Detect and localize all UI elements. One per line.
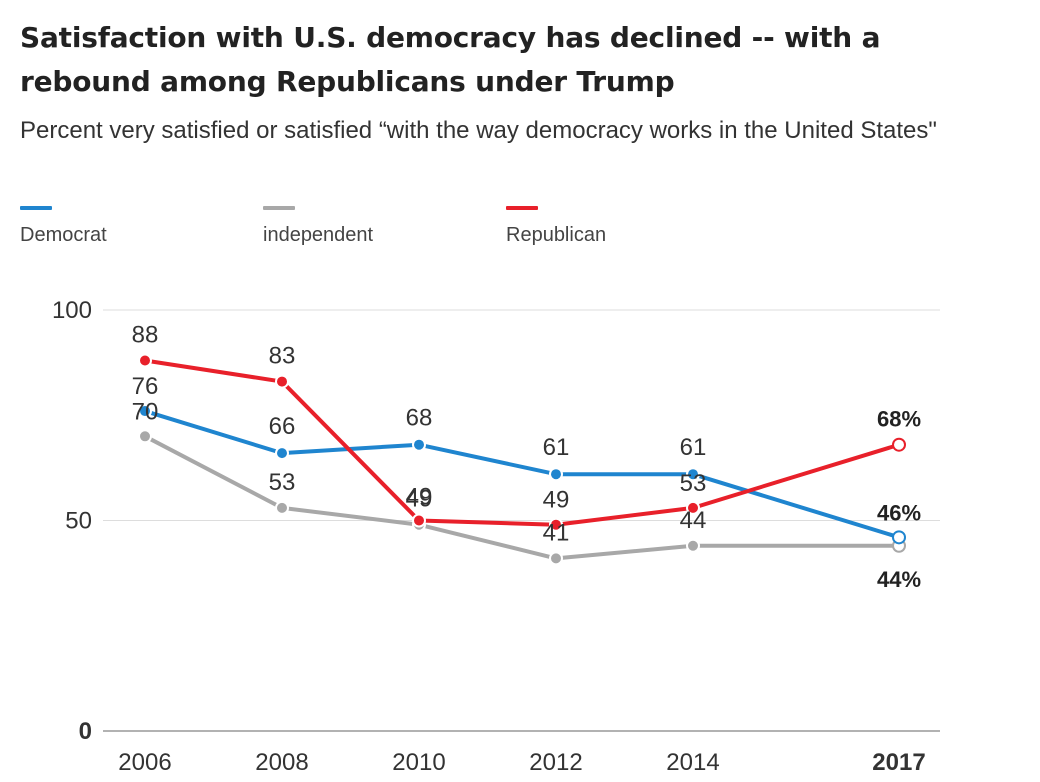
data-label-republican-2017: 68% — [877, 407, 921, 432]
point-democrat-2017 — [892, 530, 906, 545]
data-label-independent-2012: 41 — [543, 519, 570, 546]
series-line-independent — [143, 434, 901, 561]
series-line-democrat — [143, 409, 901, 540]
legend-label-republican: Republican — [506, 224, 607, 246]
point-democrat-2014 — [686, 467, 700, 482]
x-tick-label-2012: 2012 — [529, 749, 582, 776]
point-independent-2012 — [549, 551, 563, 566]
legend: Democrat independent Republican — [20, 206, 920, 256]
data-label-independent-2014: 44 — [680, 507, 707, 534]
point-republican-2017 — [892, 437, 906, 452]
point-democrat-2010 — [412, 437, 426, 452]
data-label-republican-2010: 49 — [406, 484, 433, 511]
legend-item-republican: Republican — [506, 206, 606, 247]
y-tick-label-100: 100 — [52, 297, 92, 324]
point-democrat-2008 — [275, 446, 289, 461]
legend-swatch-republican — [506, 206, 538, 210]
data-label-republican-2006: 88 — [132, 322, 159, 349]
x-tick-label-2017: 2017 — [872, 749, 925, 776]
data-label-democrat-2017: 46% — [877, 500, 921, 525]
point-independent-2014 — [686, 538, 700, 553]
legend-item-democrat: Democrat — [20, 206, 107, 247]
data-label-democrat-2012: 61 — [543, 434, 570, 461]
chart-title: Satisfaction with U.S. democracy has dec… — [20, 21, 881, 98]
legend-swatch-independent — [263, 206, 295, 210]
data-label-democrat-2010: 68 — [406, 405, 433, 432]
data-label-democrat-2006: 76 — [132, 373, 159, 400]
x-tick-label-2006: 2006 — [118, 749, 171, 776]
data-label-independent-2010: 49 — [406, 486, 433, 513]
y-tick-label-50: 50 — [65, 508, 92, 535]
x-tick-label-2010: 2010 — [392, 749, 445, 776]
data-label-independent-2006: 70 — [132, 398, 159, 425]
legend-label-democrat: Democrat — [20, 224, 107, 246]
chart-subtitle: Percent very satisfied or satisfied “wit… — [20, 117, 937, 144]
legend-item-independent: independent — [263, 206, 373, 247]
data-label-republican-2008: 83 — [269, 343, 296, 370]
data-label-independent-2017: 44% — [877, 567, 921, 592]
point-democrat-2012 — [549, 467, 563, 482]
point-republican-2012 — [549, 517, 563, 532]
point-republican-2010 — [412, 513, 426, 528]
data-label-republican-2014: 53 — [680, 470, 707, 497]
point-independent-2008 — [275, 500, 289, 515]
line-chart: 0 50 100 2006 2008 2010 2012 2014 2017 76 66 68 61 61… — [52, 297, 940, 776]
point-independent-2006 — [138, 429, 152, 444]
legend-label-independent: independent — [263, 224, 374, 246]
x-tick-label-2008: 2008 — [255, 749, 308, 776]
data-label-republican-2012: 49 — [543, 487, 570, 514]
data-label-democrat-2008: 66 — [269, 413, 296, 440]
point-democrat-2006 — [138, 404, 152, 419]
legend-swatch-democrat — [20, 206, 52, 210]
point-republican-2014 — [686, 500, 700, 515]
data-label-democrat-2014: 61 — [680, 434, 707, 461]
y-tick-label-0: 0 — [79, 718, 92, 745]
point-republican-2006 — [138, 353, 152, 368]
series-line-republican — [143, 358, 901, 527]
data-label-independent-2008: 53 — [269, 469, 296, 496]
x-tick-label-2014: 2014 — [666, 749, 719, 776]
point-republican-2008 — [275, 374, 289, 389]
